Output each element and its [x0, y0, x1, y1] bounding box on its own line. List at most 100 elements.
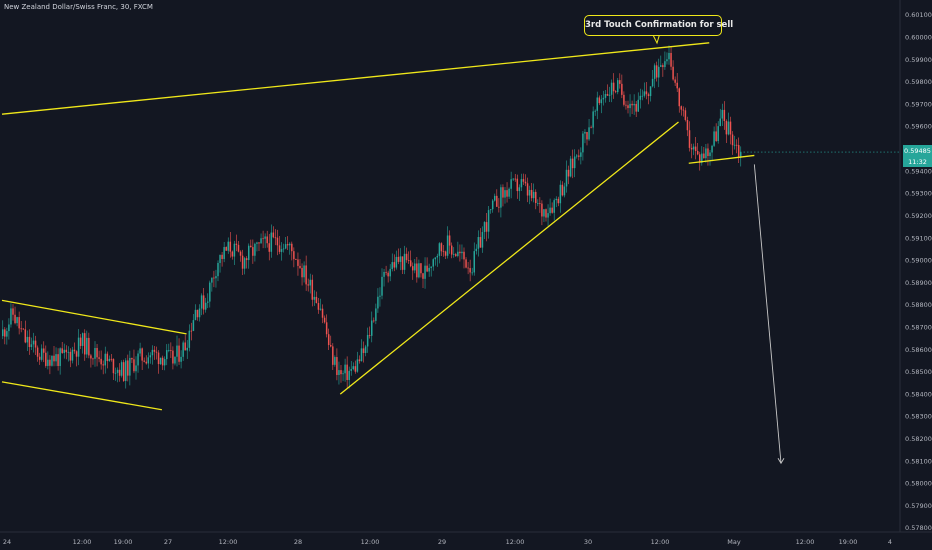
candle-body — [184, 342, 186, 351]
trendlines — [1, 32, 900, 411]
candle-body — [233, 243, 236, 257]
candle-body — [51, 355, 53, 366]
candle-body — [297, 259, 299, 266]
candle-body — [592, 111, 594, 128]
candle-body — [137, 353, 139, 366]
time-tick-label: 12:00 — [796, 538, 815, 546]
candle-body — [651, 78, 654, 87]
candle-body — [289, 243, 291, 246]
candle-body — [26, 336, 29, 343]
candle-body — [496, 195, 498, 207]
candle-body — [639, 95, 642, 100]
price-tick-label: 0.58000 — [905, 480, 932, 488]
candle-body — [705, 148, 707, 159]
price-tick-label: 0.60000 — [905, 34, 932, 42]
candle-body — [621, 83, 623, 95]
candle-body — [245, 258, 248, 261]
time-tick-label: 24 — [3, 538, 11, 546]
candle-body — [545, 209, 547, 218]
candle-body — [658, 66, 660, 78]
candle-body — [18, 317, 20, 329]
candle-body — [696, 150, 699, 155]
candle-body — [455, 254, 457, 256]
candle-body — [399, 256, 402, 262]
candle-body — [676, 82, 678, 89]
candle-body — [81, 333, 84, 346]
candle-body — [36, 347, 39, 357]
candle-body — [405, 253, 408, 261]
candle-body — [225, 247, 227, 251]
candle-body — [438, 243, 441, 256]
candle-body — [512, 178, 514, 180]
candle-body — [537, 203, 539, 204]
candle-body — [508, 188, 510, 197]
candle-body — [582, 133, 584, 153]
candle-body — [116, 369, 119, 373]
candle-body — [325, 322, 328, 335]
candle-body — [383, 271, 385, 277]
candle-body — [463, 251, 465, 260]
candle-body — [506, 190, 508, 197]
candle-body — [619, 80, 621, 84]
candle-body — [69, 351, 72, 361]
candle-body — [262, 238, 264, 240]
candle-body — [315, 296, 318, 304]
candle-body — [327, 334, 330, 346]
candle-body — [590, 127, 592, 129]
candle-body — [94, 348, 96, 359]
candle-body — [170, 350, 172, 351]
candle-body — [684, 110, 687, 120]
candle-body — [653, 65, 656, 79]
candle-body — [498, 206, 500, 208]
candle-body — [114, 372, 117, 374]
candle-body — [63, 349, 65, 353]
candle-body — [483, 222, 486, 233]
price-tick-label: 0.58200 — [905, 435, 932, 443]
candle-body — [709, 152, 711, 157]
candle-body — [241, 255, 244, 269]
candle-body — [627, 105, 629, 109]
time-tick-label: 19:00 — [839, 538, 858, 546]
candle-body — [381, 276, 383, 296]
candle-body — [565, 169, 568, 187]
candle-body — [389, 268, 391, 277]
candle-body — [606, 94, 609, 96]
candle-body — [635, 103, 637, 112]
price-tick-label: 0.58300 — [905, 413, 932, 421]
price-tick-label: 0.59400 — [905, 167, 932, 175]
candle-body — [694, 146, 697, 151]
price-axis[interactable]: 0.60100 0.60000 0.59900 0.59800 0.59700 0.596… — [899, 0, 932, 532]
candle-body — [719, 118, 721, 127]
candle-body — [588, 127, 590, 140]
candle-body — [715, 131, 717, 142]
candle-body — [163, 359, 166, 366]
candle-body — [430, 266, 432, 268]
time-axis[interactable]: 24 12:00 19:00 27 12:00 28 12:00 29 12:00 30 12:00… — [0, 531, 932, 546]
candle-body — [377, 296, 379, 309]
candle-body — [666, 59, 668, 62]
candle-body — [248, 245, 250, 261]
candle-body — [157, 352, 160, 365]
candle-body — [73, 349, 76, 352]
candle-body — [293, 251, 295, 260]
annotation-callout[interactable]: 3rd Touch Confirmation for sell — [584, 15, 733, 36]
price-tick-label: 0.58500 — [905, 368, 932, 376]
candle-body — [215, 276, 217, 279]
candle-body — [147, 357, 150, 364]
candle-body — [79, 337, 82, 346]
candle-body — [391, 262, 393, 269]
candle-body — [524, 181, 527, 184]
candle-body — [221, 254, 223, 259]
candle-body — [16, 317, 18, 324]
arrow-shaft — [753, 164, 782, 464]
price-tick-label: 0.59200 — [905, 212, 932, 220]
candle-body — [330, 345, 332, 347]
candle-body — [401, 256, 404, 270]
candle-body — [699, 154, 701, 163]
candle-body — [104, 353, 106, 366]
candle-body — [14, 314, 16, 324]
candle-body — [243, 258, 246, 269]
candlestick-series — [2, 45, 742, 389]
candle-body — [485, 222, 488, 232]
